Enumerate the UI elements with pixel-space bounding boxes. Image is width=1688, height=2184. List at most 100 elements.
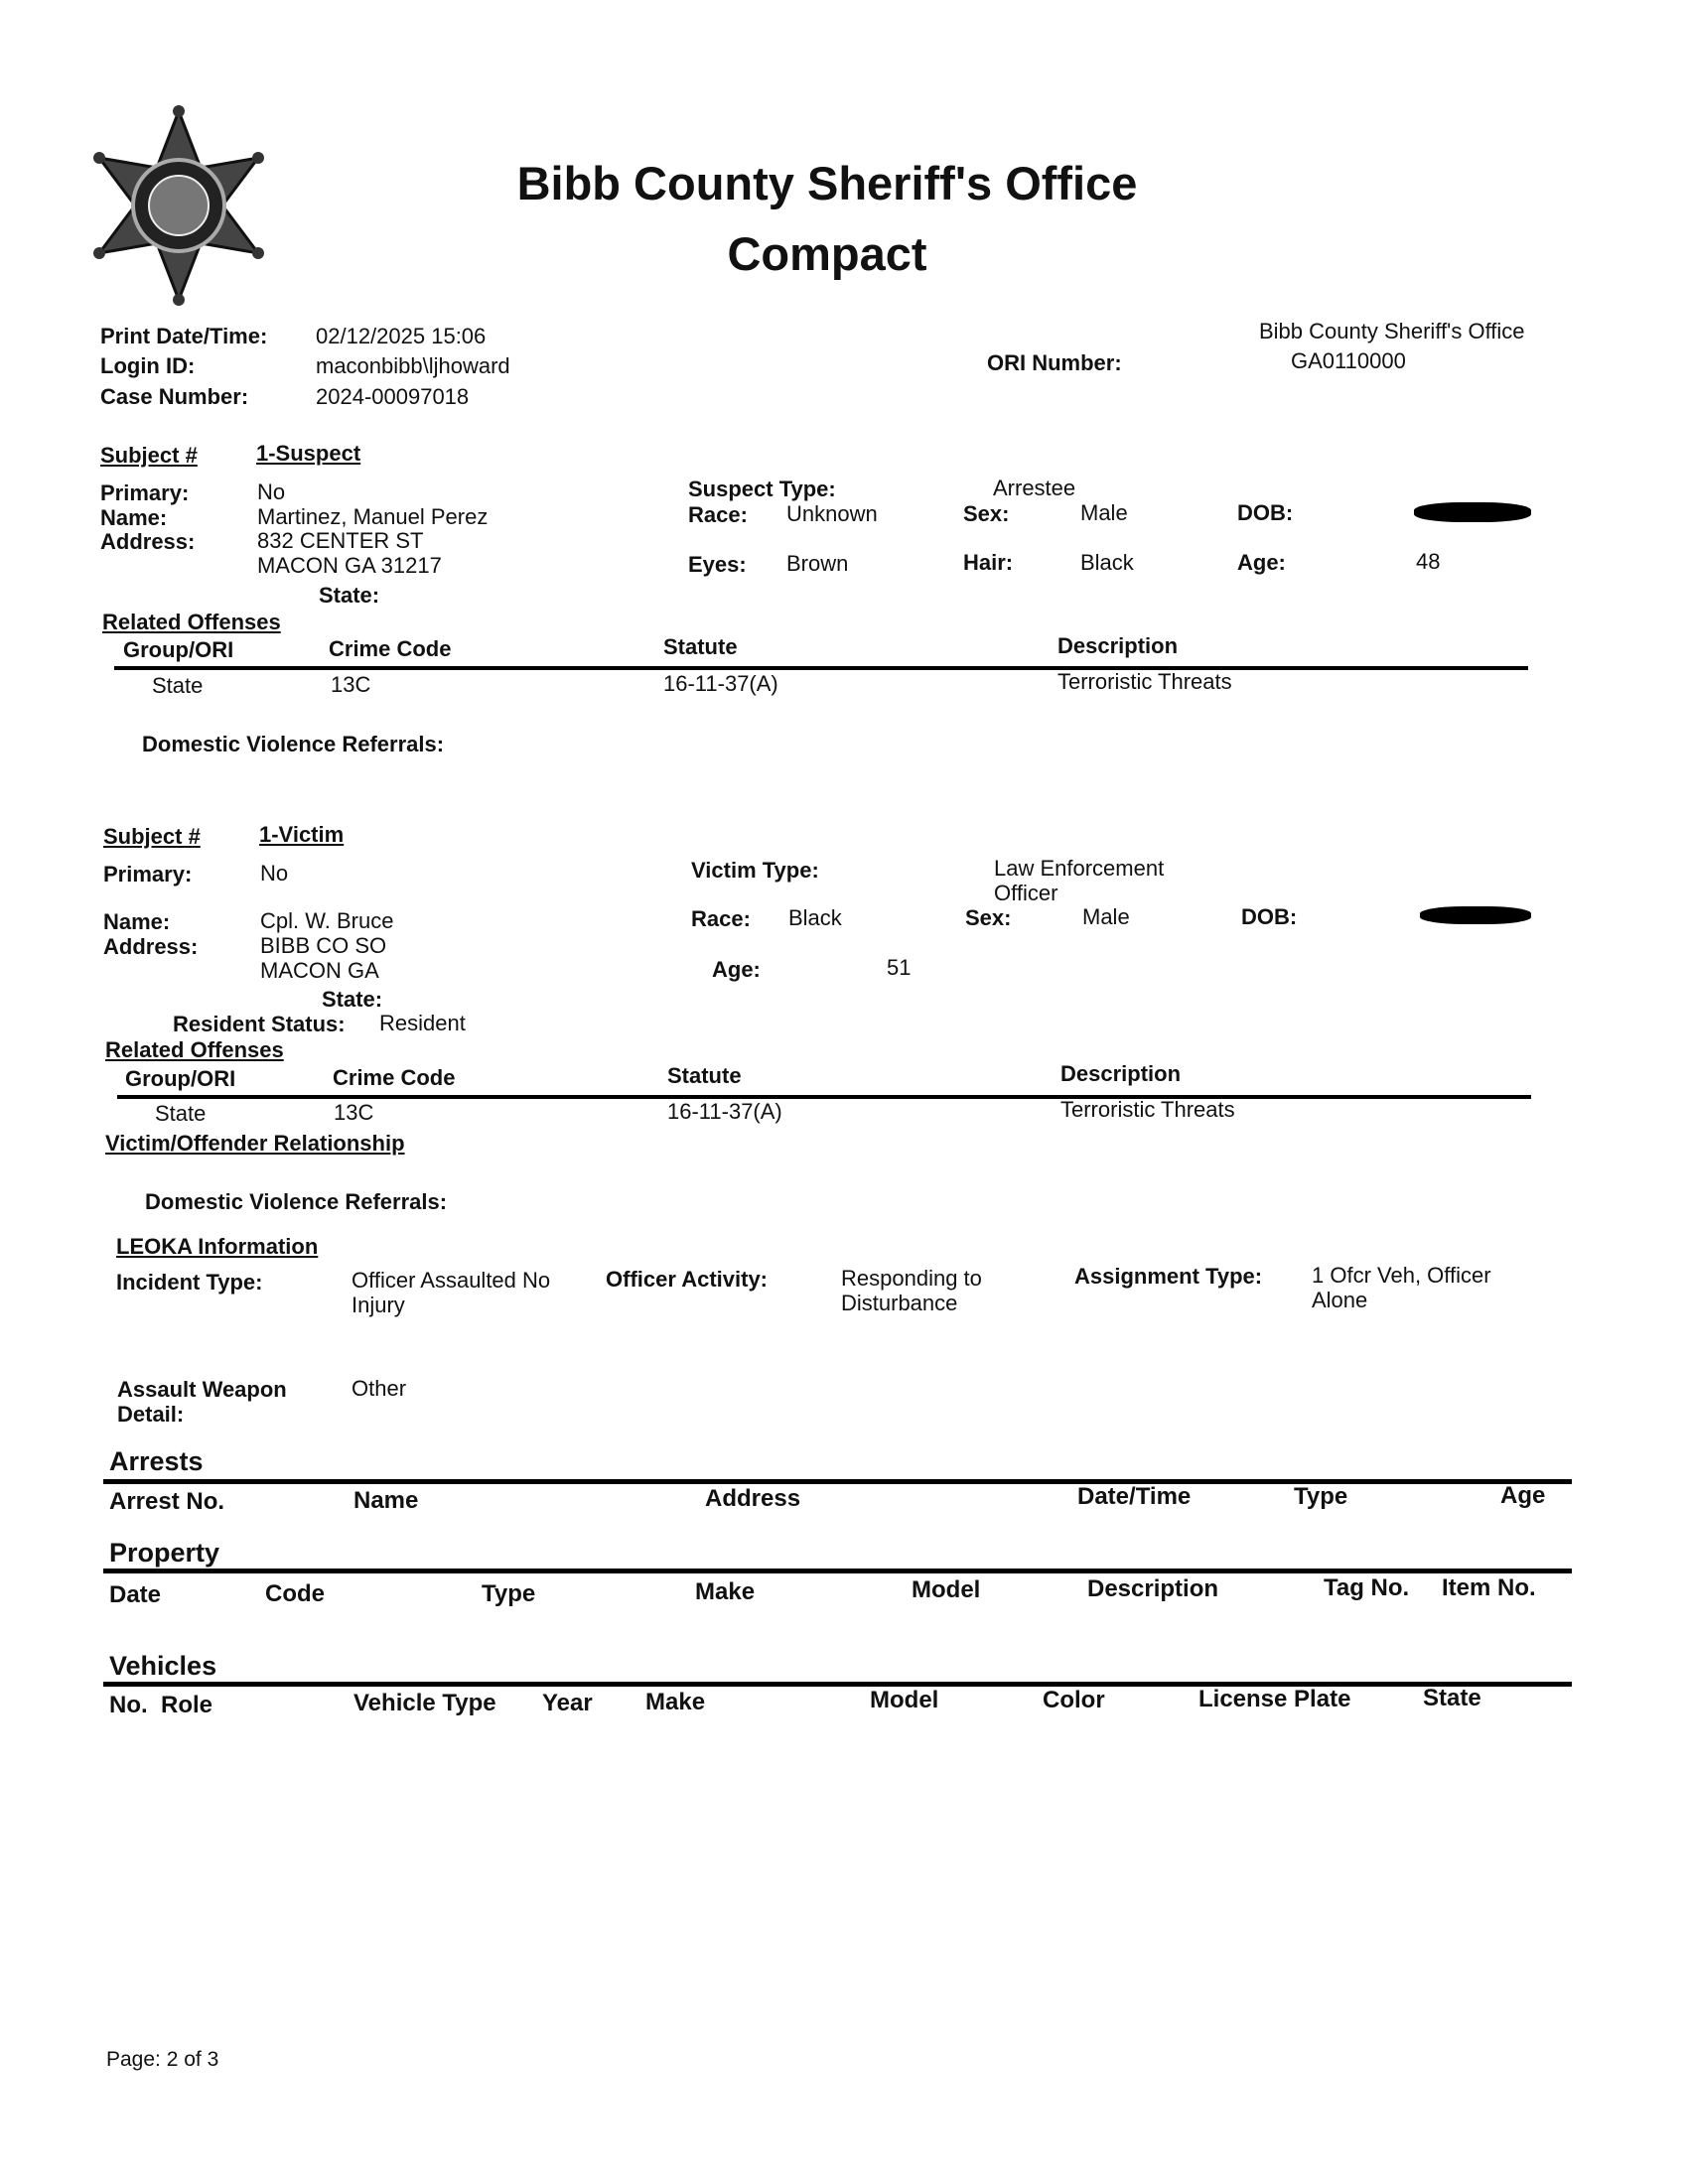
suspect-hair: Black [1080, 550, 1134, 575]
suspect-eyes: Brown [786, 551, 849, 576]
state-label: State: [319, 583, 380, 608]
col-license-plate: License Plate [1198, 1686, 1351, 1712]
col-group-ori: Group/ORI [123, 637, 234, 662]
related-offenses-label: Related Offenses [105, 1037, 284, 1062]
case-number: 2024-00097018 [316, 384, 470, 409]
col-make: Make [645, 1689, 706, 1715]
primary-label: Primary: [100, 480, 190, 505]
col-group-ori: Group/ORI [125, 1066, 236, 1091]
subject-victim: 1-Victim [259, 822, 345, 847]
offense-crime-code: 13C [331, 672, 371, 697]
assault-weapon-label-2: Detail: [117, 1402, 185, 1427]
divider [114, 666, 1528, 670]
suspect-type-label: Suspect Type: [688, 477, 836, 501]
victim-sex: Male [1082, 904, 1130, 929]
victim-type-line2: Officer [994, 881, 1058, 905]
login-label: Login ID: [100, 353, 196, 378]
offense-description: Terroristic Threats [1057, 669, 1232, 694]
col-datetime: Date/Time [1077, 1483, 1192, 1510]
assignment-type-line1: 1 Ofcr Veh, Officer [1312, 1263, 1491, 1288]
address-label: Address: [103, 934, 199, 959]
dv-referrals-label: Domestic Violence Referrals: [142, 732, 445, 756]
col-state: State [1423, 1685, 1481, 1711]
age-label: Age: [712, 957, 761, 982]
offense-statute: 16-11-37(A) [667, 1099, 782, 1124]
race-label: Race: [691, 906, 751, 931]
vehicles-title: Vehicles [109, 1651, 217, 1681]
col-year: Year [542, 1690, 593, 1716]
dob-label: DOB: [1241, 904, 1298, 929]
col-model: Model [912, 1576, 981, 1603]
resident-status: Resident [379, 1011, 466, 1035]
assignment-type-line2: Alone [1312, 1288, 1368, 1312]
page-subtitle: Compact [727, 227, 927, 280]
login-id: maconbibb\ljhoward [316, 353, 510, 378]
subject-label: Subject # [100, 443, 198, 468]
sex-label: Sex: [965, 905, 1012, 930]
col-vehicle-type: Vehicle Type [353, 1690, 496, 1716]
offense-crime-code: 13C [334, 1100, 374, 1125]
incident-type-line1: Officer Assaulted No [352, 1268, 551, 1293]
victim-name: Cpl. W. Bruce [260, 908, 394, 933]
assault-weapon: Other [352, 1376, 407, 1401]
related-offenses-label: Related Offenses [102, 610, 281, 634]
col-code: Code [265, 1580, 325, 1607]
suspect-address-line1: 832 CENTER ST [257, 528, 424, 553]
resident-status-label: Resident Status: [173, 1012, 346, 1036]
suspect-sex: Male [1080, 500, 1128, 525]
offense-statute: 16-11-37(A) [663, 671, 778, 696]
sheriff-star-logo [93, 105, 264, 306]
victim-age: 51 [887, 955, 912, 980]
offense-description: Terroristic Threats [1060, 1097, 1235, 1122]
dob-redaction [1420, 906, 1531, 924]
officer-activity-line2: Disturbance [841, 1291, 958, 1315]
offense-group: State [152, 673, 204, 698]
hair-label: Hair: [963, 550, 1014, 575]
agency-name: Bibb County Sheriff's Office [1259, 319, 1525, 343]
primary-value: No [260, 861, 289, 886]
officer-activity-line1: Responding to [841, 1266, 982, 1291]
ori-number: GA0110000 [1291, 348, 1406, 373]
primary-value: No [257, 479, 286, 504]
state-label: State: [322, 987, 383, 1012]
col-model: Model [870, 1687, 939, 1713]
primary-label: Primary: [103, 862, 193, 887]
subject-label: Subject # [103, 824, 201, 849]
col-type: Type [1294, 1483, 1348, 1510]
assignment-type-label: Assignment Type: [1074, 1264, 1263, 1289]
col-crime-code: Crime Code [329, 636, 452, 661]
suspect-race: Unknown [786, 501, 878, 526]
col-description: Description [1087, 1575, 1219, 1602]
victim-offender-relationship-label: Victim/Offender Relationship [105, 1131, 405, 1156]
col-name: Name [353, 1487, 419, 1514]
col-statute: Statute [667, 1063, 742, 1088]
eyes-label: Eyes: [688, 552, 747, 577]
ori-label: ORI Number: [987, 350, 1122, 375]
dob-label: DOB: [1237, 500, 1294, 525]
arrests-title: Arrests [109, 1446, 204, 1476]
divider [117, 1095, 1531, 1099]
suspect-type: Arrestee [993, 476, 1076, 500]
col-make: Make [695, 1578, 756, 1605]
assault-weapon-label: Assault Weapon [117, 1377, 287, 1402]
divider [103, 1682, 1572, 1687]
name-label: Name: [100, 505, 168, 530]
col-arrest-no: Arrest No. [109, 1488, 225, 1515]
col-address: Address [705, 1485, 801, 1512]
suspect-address-line2: MACON GA 31217 [257, 553, 442, 578]
victim-address-line2: MACON GA [260, 958, 379, 983]
page-title: Bibb County Sheriff's Office [516, 157, 1138, 209]
col-no-role: No. Role [109, 1692, 213, 1718]
victim-type-line1: Law Enforcement [994, 856, 1165, 881]
col-statute: Statute [663, 634, 738, 659]
col-age: Age [1500, 1482, 1546, 1509]
dob-redaction [1414, 502, 1531, 522]
officer-activity-label: Officer Activity: [606, 1267, 769, 1292]
victim-type-label: Victim Type: [691, 858, 819, 883]
col-item-no: Item No. [1442, 1574, 1536, 1601]
property-title: Property [109, 1538, 220, 1568]
victim-address-line1: BIBB CO SO [260, 933, 387, 958]
divider [103, 1479, 1572, 1484]
sex-label: Sex: [963, 501, 1010, 526]
print-datetime: 02/12/2025 15:06 [316, 324, 487, 348]
